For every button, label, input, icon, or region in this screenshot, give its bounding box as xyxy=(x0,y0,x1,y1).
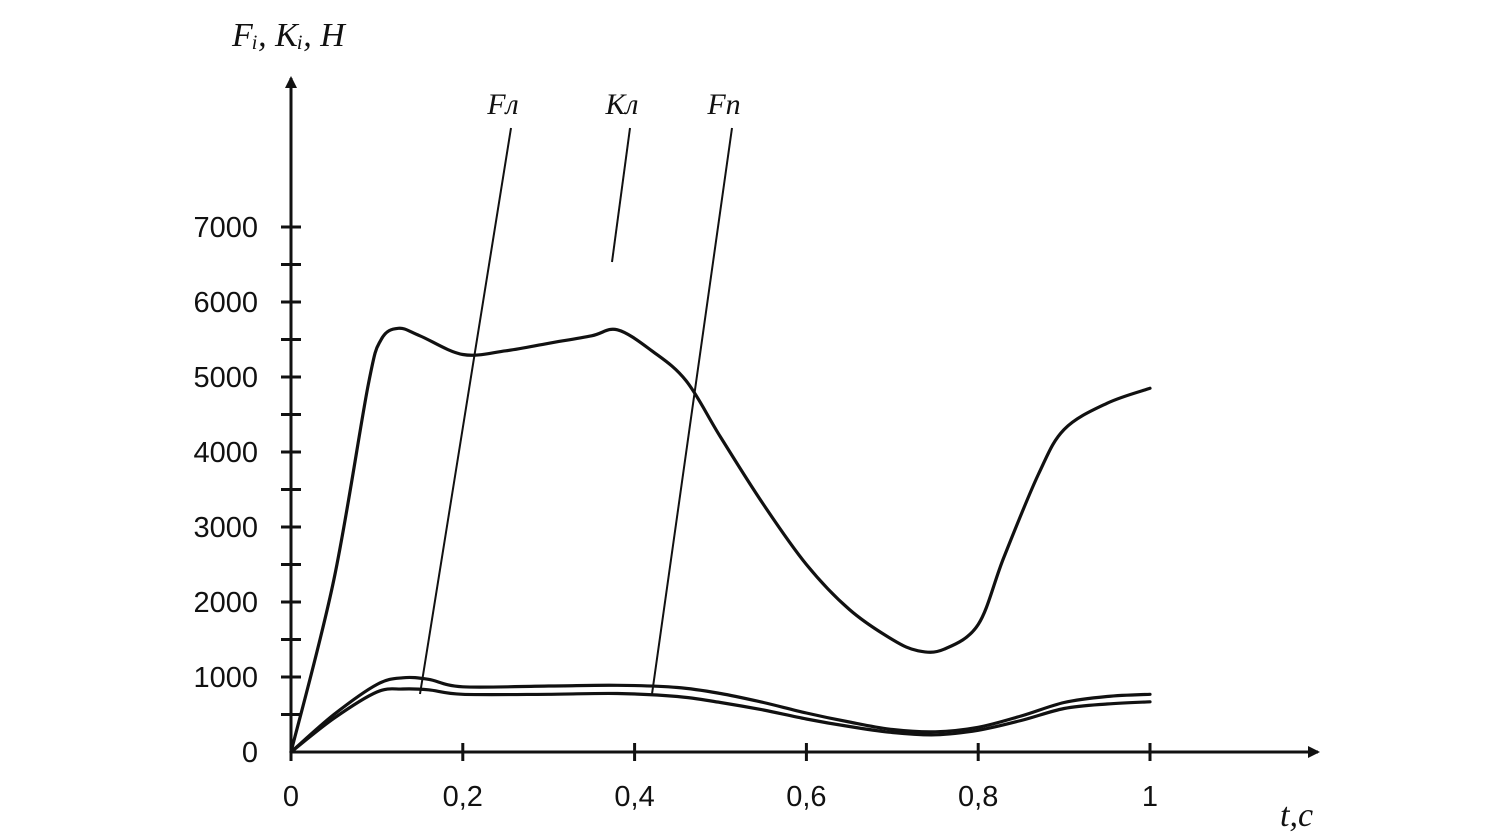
x-tick-label: 0,4 xyxy=(614,781,654,813)
y-tick-label: 5000 xyxy=(193,362,258,394)
series-label: Fп xyxy=(706,88,740,121)
series-leader-line xyxy=(419,127,512,695)
y-ticks: 0 1000 2000 3000 4000 5000 6000 7000 xyxy=(193,212,301,769)
y-tick-label: 3000 xyxy=(193,512,258,544)
y-tick-label: 2000 xyxy=(193,587,258,619)
x-tick-label: 0,6 xyxy=(786,781,826,813)
x-tick-label: 0 xyxy=(283,781,299,813)
series-layer xyxy=(289,326,1152,754)
series-leader-line xyxy=(611,127,631,263)
y-axis-title: Fᵢ, Kᵢ, H xyxy=(231,17,347,54)
y-tick-label: 6000 xyxy=(193,287,258,319)
series-labels: Кл Fл Fп xyxy=(419,88,741,695)
x-tick-label: 0,2 xyxy=(443,781,483,813)
y-tick-label: 4000 xyxy=(193,437,258,469)
series-line-1 xyxy=(289,326,1152,754)
series-leader-line xyxy=(651,127,733,695)
series-line-3 xyxy=(289,687,1152,754)
x-axis-title: t,c xyxy=(1280,797,1313,834)
y-tick-label: 7000 xyxy=(193,212,258,244)
x-tick-label: 0,8 xyxy=(958,781,998,813)
series-label: Fл xyxy=(486,88,518,121)
x-ticks: 0 0,2 0,4 0,6 0,8 1 xyxy=(283,743,1158,813)
series-label: Кл xyxy=(604,88,638,121)
y-tick-label: 0 xyxy=(242,737,258,769)
series-line-2 xyxy=(289,675,1152,754)
x-tick-label: 1 xyxy=(1142,781,1158,813)
y-tick-label: 1000 xyxy=(193,662,258,694)
